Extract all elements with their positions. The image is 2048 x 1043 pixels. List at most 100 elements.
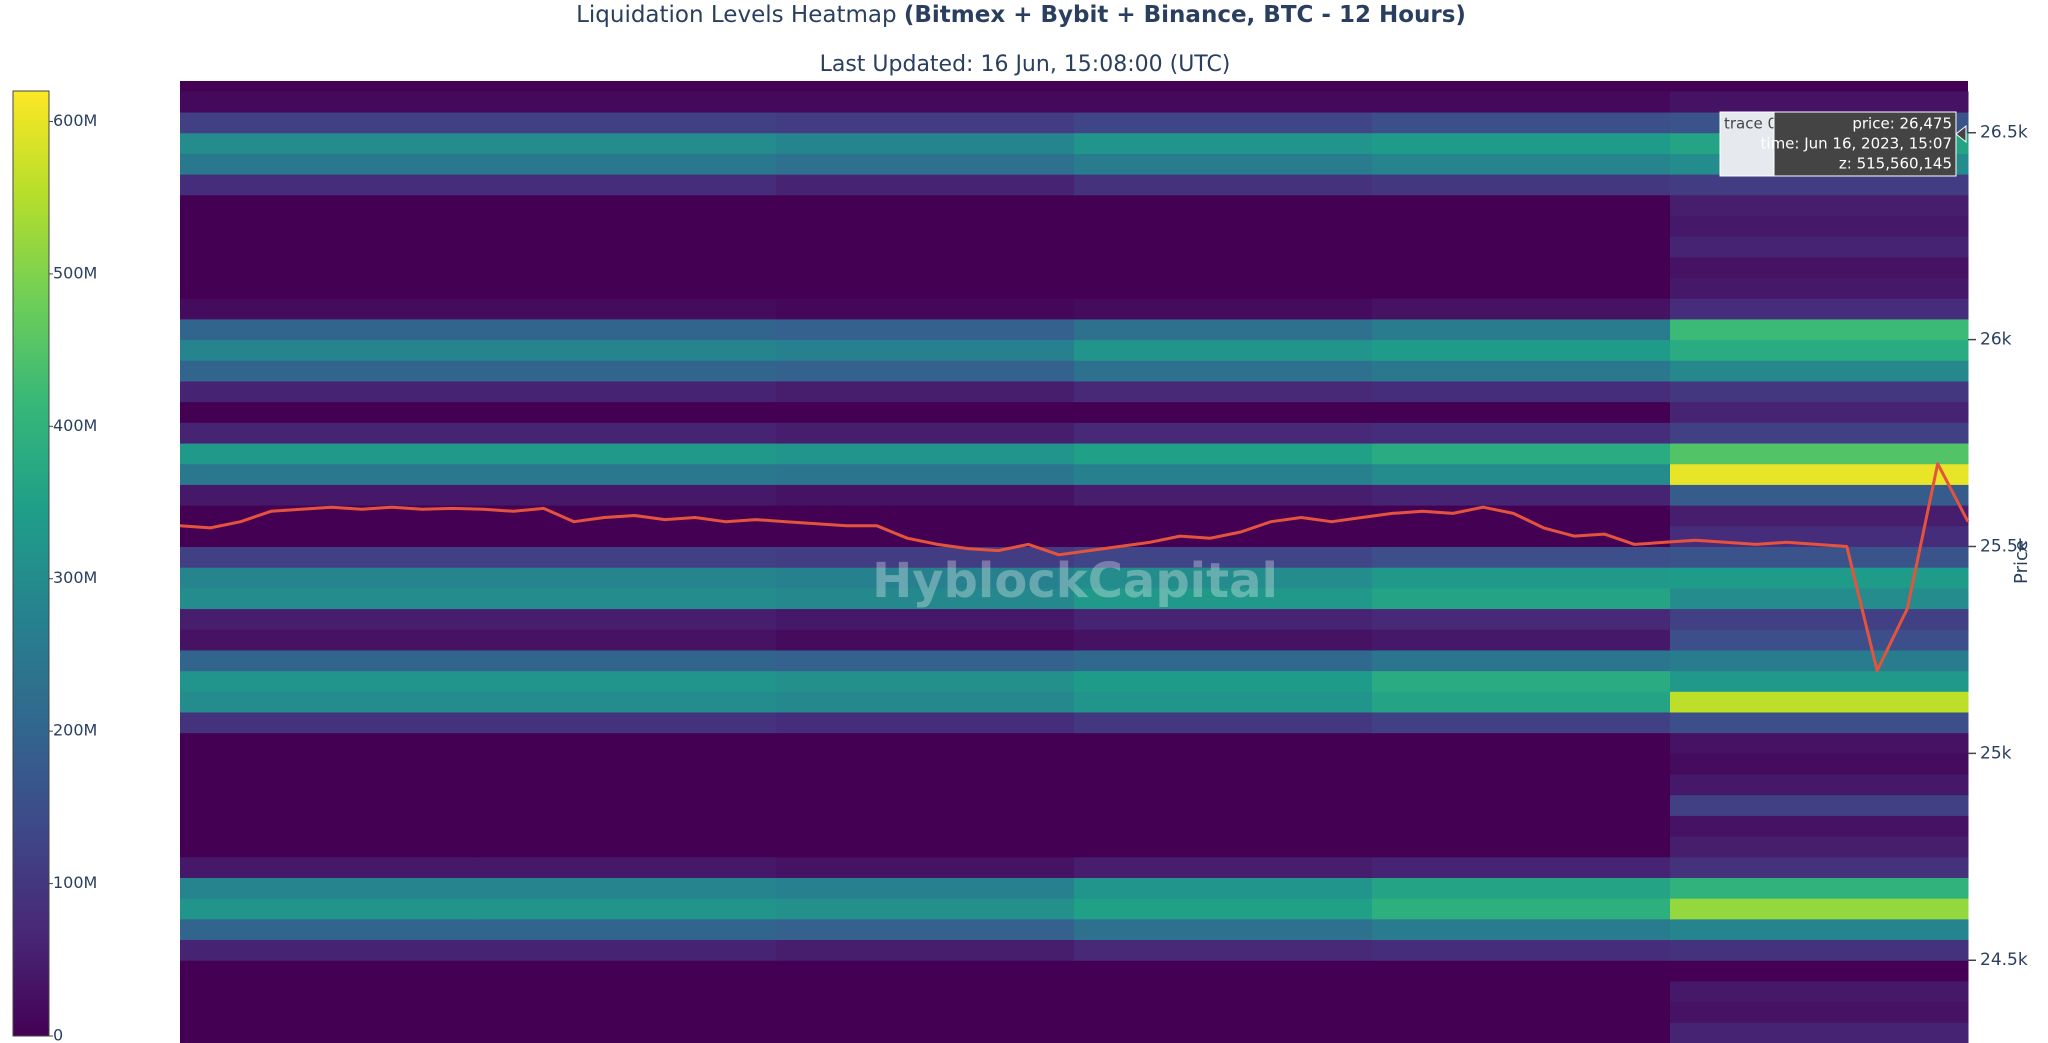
heatmap-cell xyxy=(1372,546,1671,568)
heatmap-cell xyxy=(478,711,777,734)
heatmap-cell xyxy=(180,960,479,982)
heatmap-cell xyxy=(776,898,1075,920)
heatmap-cell xyxy=(1074,794,1373,816)
heatmap-cell xyxy=(1074,215,1373,237)
heatmap-cell xyxy=(1074,856,1373,878)
heatmap-cell xyxy=(1074,256,1373,279)
heatmap-cell xyxy=(1074,980,1373,1003)
heatmap-cell xyxy=(1670,91,1969,113)
heatmap-cell xyxy=(1074,236,1373,258)
y-tick-label: 25.5k xyxy=(1980,536,2028,556)
heatmap-cell xyxy=(478,256,777,279)
tooltip-trace: trace 0 xyxy=(1724,115,1777,133)
heatmap-cell xyxy=(478,649,777,672)
heatmap-cell xyxy=(1670,898,1969,920)
heatmap-cell xyxy=(1074,443,1373,465)
heatmap-cell xyxy=(478,339,777,361)
heatmap-cell xyxy=(1372,380,1671,403)
heatmap-cell xyxy=(1372,339,1671,361)
heatmap-cell xyxy=(776,691,1075,713)
title-main: Liquidation Levels Heatmap xyxy=(576,2,897,28)
heatmap-cell xyxy=(1670,380,1969,403)
heatmap-cell xyxy=(1372,815,1671,837)
heatmap-cell xyxy=(478,360,777,382)
heatmap-cell xyxy=(776,236,1075,258)
heatmap-cell xyxy=(180,815,479,837)
heatmap-cell xyxy=(1670,711,1969,734)
heatmap-cell xyxy=(776,753,1075,775)
heatmap-cell xyxy=(180,91,479,113)
heatmap-cell xyxy=(180,567,479,589)
heatmap-cell xyxy=(180,318,479,341)
heatmap-cell xyxy=(1074,484,1373,506)
heatmap-cell xyxy=(1074,608,1373,630)
heatmap-cell xyxy=(776,815,1075,837)
heatmap-cell xyxy=(1670,815,1969,837)
heatmap-cell xyxy=(478,546,777,568)
heatmap-cell xyxy=(478,318,777,341)
heatmap-cell xyxy=(1670,298,1969,320)
heatmap-cell xyxy=(478,753,777,775)
heatmap-cell xyxy=(478,608,777,630)
heatmap-cell xyxy=(180,360,479,382)
heatmap-cell xyxy=(1074,546,1373,568)
heatmap-cell xyxy=(1670,443,1969,465)
colorbar-tick-label: 600M xyxy=(53,111,97,130)
heatmap-cell xyxy=(776,774,1075,796)
heatmap-cell xyxy=(180,649,479,672)
heatmap-cell xyxy=(1372,422,1671,444)
heatmap-cell xyxy=(478,877,777,899)
heatmap-cell xyxy=(1372,691,1671,713)
heatmap-cell xyxy=(1372,153,1671,175)
chart-subtitle: Last Updated: 16 Jun, 15:08:00 (UTC) xyxy=(820,52,1231,77)
heatmap-cell xyxy=(478,794,777,816)
heatmap-cell xyxy=(1670,463,1969,485)
heatmap-cell xyxy=(180,422,479,444)
heatmap-cell xyxy=(1372,629,1671,651)
heatmap-cell xyxy=(1372,608,1671,630)
heatmap-cell xyxy=(776,649,1075,672)
heatmap-cell xyxy=(776,587,1075,610)
heatmap-cell xyxy=(1670,732,1969,754)
heatmap-cell xyxy=(1074,691,1373,713)
heatmap-cell xyxy=(776,422,1075,444)
heatmap-cell xyxy=(1074,277,1373,299)
heatmap-cell xyxy=(478,836,777,858)
y-tick-label: 24.5k xyxy=(1980,950,2028,970)
heatmap-cell xyxy=(478,194,777,216)
heatmap-cell xyxy=(1670,856,1969,878)
heatmap-cell xyxy=(1670,401,1969,423)
heatmap-cell xyxy=(478,898,777,920)
heatmap-cell xyxy=(1372,443,1671,465)
heatmap-cell xyxy=(180,174,479,196)
heatmap-cell xyxy=(180,256,479,279)
heatmap-cell xyxy=(1074,939,1373,961)
heatmap-cell xyxy=(478,670,777,692)
heatmap-cell xyxy=(180,918,479,941)
heatmap-cell xyxy=(1372,711,1671,734)
heatmap-cell xyxy=(1372,277,1671,299)
heatmap-cell xyxy=(1372,525,1671,547)
heatmap-cell xyxy=(180,463,479,485)
heatmap-cell xyxy=(1074,112,1373,134)
heatmap-cell xyxy=(776,1001,1075,1023)
heatmap-cell xyxy=(776,711,1075,734)
heatmap-cell xyxy=(180,587,479,610)
heatmap-cell xyxy=(776,1022,1075,1043)
heatmap-cell xyxy=(1372,794,1671,816)
heatmap-cell xyxy=(1670,546,1969,568)
heatmap-cell xyxy=(776,794,1075,816)
y-tick-label: 25k xyxy=(1980,743,2012,763)
heatmap-cell xyxy=(1074,649,1373,672)
heatmap-cell xyxy=(478,856,777,878)
tooltip-line: time: Jun 16, 2023, 15:07 xyxy=(1761,135,1952,153)
heatmap-cell xyxy=(1372,112,1671,134)
heatmap-cell xyxy=(776,215,1075,237)
heatmap-cell xyxy=(1074,898,1373,920)
heatmap-cell xyxy=(1372,960,1671,982)
heatmap-cell xyxy=(1372,484,1671,506)
heatmap-cell xyxy=(1372,215,1671,237)
y-tick-label: 26.5k xyxy=(1980,123,2028,143)
heatmap-cell xyxy=(1372,939,1671,961)
heatmap-cell xyxy=(776,670,1075,692)
